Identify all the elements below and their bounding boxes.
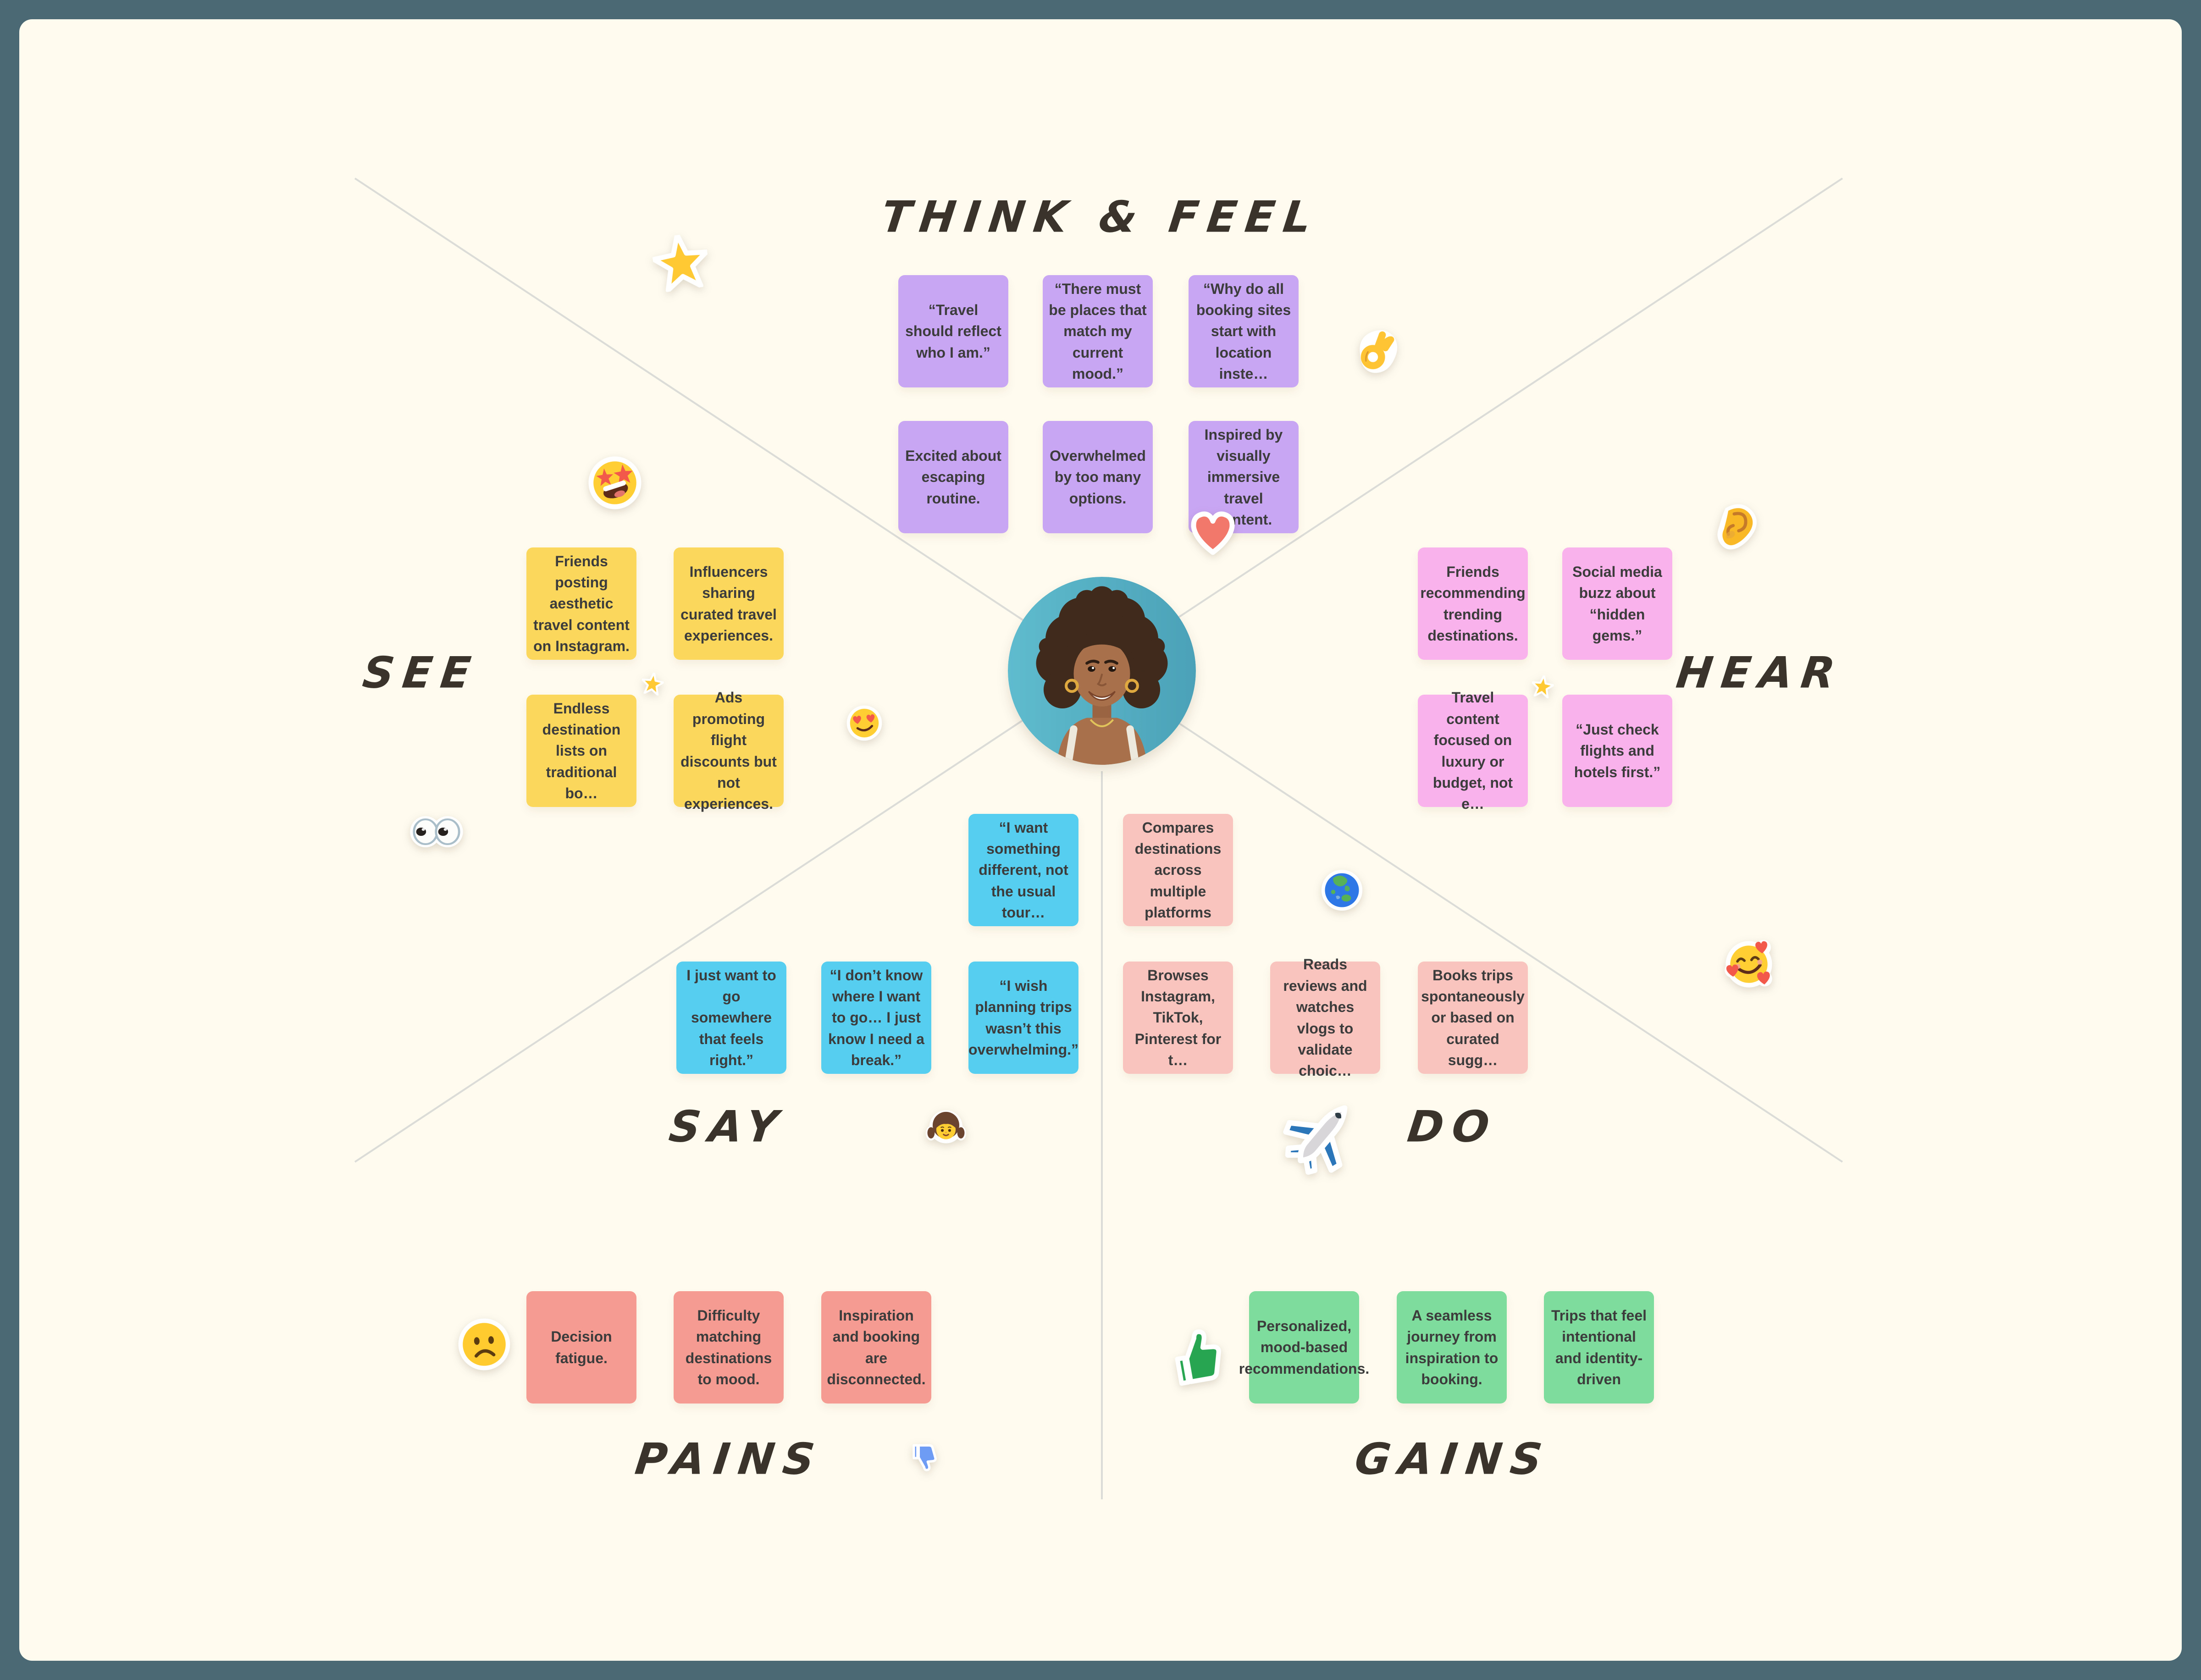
heart-eyes-icon[interactable] — [844, 703, 885, 743]
sticky-note[interactable]: “I wish planning trips wasn’t this overw… — [968, 962, 1078, 1074]
sticky-note[interactable]: Friends recommending trending destinatio… — [1418, 547, 1528, 660]
sticky-note[interactable]: Reads reviews and watches vlogs to valid… — [1270, 956, 1380, 1079]
section-label-think-feel: THINK & FEEL — [878, 192, 1323, 243]
sticky-note[interactable]: Browses Instagram, TikTok, Pinterest for… — [1123, 962, 1233, 1074]
thumbs-up-icon[interactable] — [1162, 1322, 1230, 1390]
sticky-note[interactable]: Overwhelmed by too many options. — [1043, 421, 1153, 533]
sticky-note[interactable]: A seamless journey from inspiration to b… — [1397, 1291, 1507, 1404]
sticky-note[interactable]: Inspiration and booking are disconnected… — [821, 1291, 931, 1404]
sticky-note[interactable]: Friends posting aesthetic travel content… — [526, 547, 636, 660]
star-icon[interactable] — [650, 231, 712, 293]
eyes-icon[interactable] — [409, 808, 464, 854]
sticky-note[interactable]: Books trips spontaneously or based on cu… — [1418, 962, 1528, 1074]
sticky-note[interactable]: Inspired by visually immersive travel co… — [1189, 421, 1299, 533]
sticky-note[interactable]: I just want to go somewhere that feels r… — [676, 962, 786, 1074]
sticky-note[interactable]: Travel content focused on luxury or budg… — [1418, 689, 1528, 812]
sticky-note[interactable]: Influencers sharing curated travel exper… — [674, 547, 784, 660]
girl-icon[interactable] — [925, 1108, 967, 1149]
sticky-note[interactable]: Personalized, mood-based recommendations… — [1239, 1291, 1369, 1404]
sticky-note[interactable]: Endless destination lists on traditional… — [526, 695, 636, 807]
section-label-gains: GAINS — [1352, 1434, 1554, 1485]
heart-icon[interactable] — [1188, 508, 1238, 558]
smiling-face-with-hearts-icon[interactable] — [1721, 937, 1777, 992]
sticky-note[interactable]: Decision fatigue. — [526, 1291, 636, 1404]
ok-hand-icon[interactable] — [1348, 323, 1404, 379]
sticky-note[interactable]: “I don’t know where I want to go… I just… — [821, 962, 931, 1074]
divider-lines — [354, 177, 1843, 1499]
section-label-pains: PAINS — [632, 1434, 826, 1485]
section-label-see: SEE — [360, 648, 482, 698]
thumbs-down-icon[interactable] — [908, 1443, 939, 1473]
frowning-face-icon[interactable] — [455, 1315, 514, 1374]
sticky-note[interactable]: Social media buzz about “hidden gems.” — [1562, 547, 1672, 660]
board-canvas: THINK & FEEL SEE HEAR SAY DO PAINS GAINS… — [19, 19, 2182, 1661]
sticky-note[interactable]: “I want something different, not the usu… — [968, 814, 1078, 926]
sticky-note[interactable]: Compares destinations across multiple pl… — [1123, 814, 1233, 926]
star-icon[interactable] — [1530, 674, 1555, 699]
section-label-do: DO — [1405, 1102, 1501, 1152]
persona-avatar[interactable] — [1008, 577, 1196, 765]
star-struck-icon[interactable] — [585, 453, 645, 513]
airplane-icon[interactable] — [1282, 1098, 1360, 1176]
section-label-say: SAY — [666, 1102, 789, 1152]
sticky-note[interactable]: “Travel should reflect who I am.” — [898, 275, 1008, 387]
star-icon[interactable] — [640, 671, 665, 696]
sticky-note[interactable]: Ads promoting flight discounts but not e… — [674, 689, 784, 812]
sticky-note[interactable]: Difficulty matching destinations to mood… — [674, 1291, 784, 1404]
sticky-note[interactable]: “There must be places that match my curr… — [1043, 275, 1153, 387]
sticky-note[interactable]: “Why do all booking sites start with loc… — [1189, 275, 1299, 387]
sticky-note[interactable]: Excited about escaping routine. — [898, 421, 1008, 533]
section-label-hear: HEAR — [1673, 648, 1847, 698]
ear-icon[interactable] — [1704, 497, 1765, 558]
globe-icon[interactable] — [1320, 868, 1364, 912]
sticky-note[interactable]: “Just check flights and hotels first.” — [1562, 695, 1672, 807]
sticky-note[interactable]: Trips that feel intentional and identity… — [1544, 1291, 1654, 1404]
